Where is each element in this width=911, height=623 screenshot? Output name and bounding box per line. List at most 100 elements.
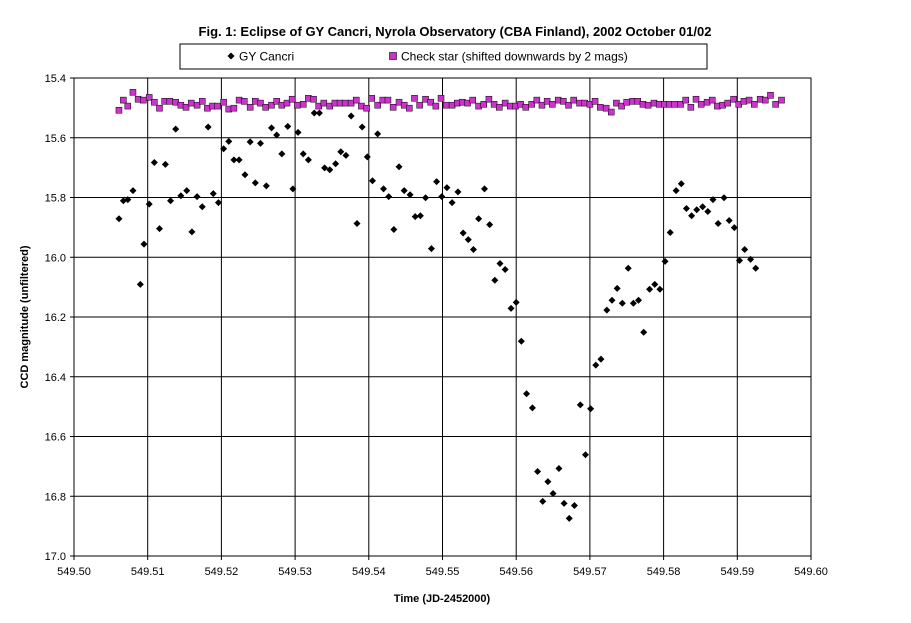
data-point-check-star (156, 104, 163, 112)
data-point-gy-cancri (433, 178, 441, 186)
data-point-check-star (427, 98, 434, 106)
y-tick-label: 15.4 (45, 73, 66, 85)
data-point-check-star (522, 104, 530, 111)
data-point-gy-cancri (129, 187, 137, 195)
data-point-check-star (389, 104, 397, 111)
data-point-gy-cancri (235, 156, 243, 164)
data-point-gy-cancri (284, 122, 292, 130)
y-tick-label: 16.8 (45, 491, 66, 503)
data-point-check-star (268, 101, 275, 109)
data-point-gy-cancri (315, 109, 323, 117)
legend-label-gy-cancri: GY Cancri (239, 50, 294, 64)
data-point-check-star (363, 104, 370, 112)
y-tick-label: 16.4 (45, 372, 66, 384)
data-point-gy-cancri (560, 499, 568, 507)
data-point-check-star (406, 104, 413, 112)
x-tick-label: 549.50 (57, 566, 91, 578)
data-point-check-star (671, 101, 678, 108)
data-point-gy-cancri (651, 280, 659, 288)
data-point-check-star (288, 95, 296, 103)
data-point-check-star (220, 98, 227, 106)
data-point-gy-cancri (246, 138, 254, 146)
data-point-check-star (129, 89, 137, 96)
x-tick-label: 549.60 (794, 566, 828, 578)
x-tick-label: 549.52 (205, 566, 239, 578)
data-point-gy-cancri (347, 112, 355, 120)
data-point-gy-cancri (395, 163, 403, 171)
data-point-check-star (310, 95, 317, 103)
data-point-gy-cancri (183, 187, 191, 195)
data-point-gy-cancri (167, 197, 175, 205)
data-point-check-star (618, 102, 625, 110)
data-point-gy-cancri (624, 264, 632, 272)
data-point-gy-cancri (688, 212, 696, 220)
data-point-check-star (166, 98, 174, 105)
legend: GY Cancri Check star (shifted downwards … (179, 43, 708, 70)
data-point-gy-cancri (115, 215, 123, 223)
data-point-check-star (262, 104, 269, 111)
data-point-gy-cancri (304, 156, 312, 164)
data-point-gy-cancri (124, 196, 132, 204)
data-point-gy-cancri (422, 194, 430, 202)
data-point-gy-cancri (704, 208, 712, 216)
y-tick-label: 15.6 (45, 133, 66, 145)
data-point-check-star (374, 101, 381, 109)
data-point-gy-cancri (544, 478, 552, 486)
data-point-gy-cancri (214, 199, 222, 207)
x-tick-label: 549.58 (647, 566, 681, 578)
data-point-check-star (299, 101, 307, 108)
data-point-check-star (273, 98, 280, 105)
data-point-gy-cancri (512, 298, 520, 306)
data-point-check-star (115, 107, 123, 114)
data-point-gy-cancri (390, 225, 398, 233)
data-point-gy-cancri (570, 502, 578, 510)
data-point-gy-cancri (177, 192, 185, 200)
data-point-check-star (724, 99, 731, 107)
data-point-gy-cancri (741, 245, 749, 253)
x-tick-label: 549.53 (278, 566, 312, 578)
chart-title: Fig. 1: Eclipse of GY Cancri, Nyrola Obs… (199, 24, 712, 39)
data-point-check-star (533, 96, 541, 104)
data-point-gy-cancri (491, 276, 499, 284)
data-point-gy-cancri (714, 219, 722, 227)
data-point-check-star (353, 96, 360, 104)
data-point-gy-cancri (294, 128, 302, 136)
y-tick-label: 16.6 (45, 432, 66, 444)
x-axis-ticks: 549.50 549.51 549.52 549.53 549.54 549.55 549.… (57, 556, 828, 578)
legend-box (179, 43, 708, 70)
data-point-gy-cancri (475, 215, 483, 223)
data-point-gy-cancri (469, 245, 477, 253)
x-tick-label: 549.51 (131, 566, 165, 578)
data-point-gy-cancri (220, 145, 228, 153)
data-point-check-star (246, 104, 254, 111)
x-tick-label: 549.57 (573, 566, 607, 578)
data-point-gy-cancri (448, 199, 456, 207)
data-point-gy-cancri (592, 361, 600, 369)
data-point-gy-cancri (507, 304, 515, 312)
data-point-gy-cancri (736, 257, 744, 265)
data-point-gy-cancri (661, 257, 669, 265)
data-point-gy-cancri (608, 296, 616, 304)
data-point-gy-cancri (374, 130, 382, 138)
data-point-check-star (182, 104, 190, 111)
data-point-check-star (682, 96, 689, 104)
data-point-check-star (230, 104, 238, 112)
data-point-check-star (560, 98, 567, 105)
data-point-check-star (140, 96, 147, 104)
data-point-check-star (151, 98, 158, 106)
data-point-gy-cancri (427, 245, 435, 253)
data-point-gy-cancri (358, 123, 366, 131)
data-point-check-star (480, 101, 488, 108)
data-point-gy-cancri (337, 148, 345, 156)
y-axis-ticks: 15.4 15.6 15.8 16.0 16.2 16.4 16.6 16.8 17.0 (45, 73, 74, 563)
data-point-gy-cancri (464, 236, 472, 244)
data-point-gy-cancri (565, 514, 573, 522)
data-point-gy-cancri (501, 265, 509, 273)
data-point-gy-cancri (752, 264, 760, 272)
data-point-check-star (198, 98, 206, 105)
data-point-gy-cancri (693, 206, 701, 214)
data-point-gy-cancri (549, 490, 557, 498)
data-point-check-star (687, 104, 695, 111)
data-point-gy-cancri (230, 156, 238, 164)
